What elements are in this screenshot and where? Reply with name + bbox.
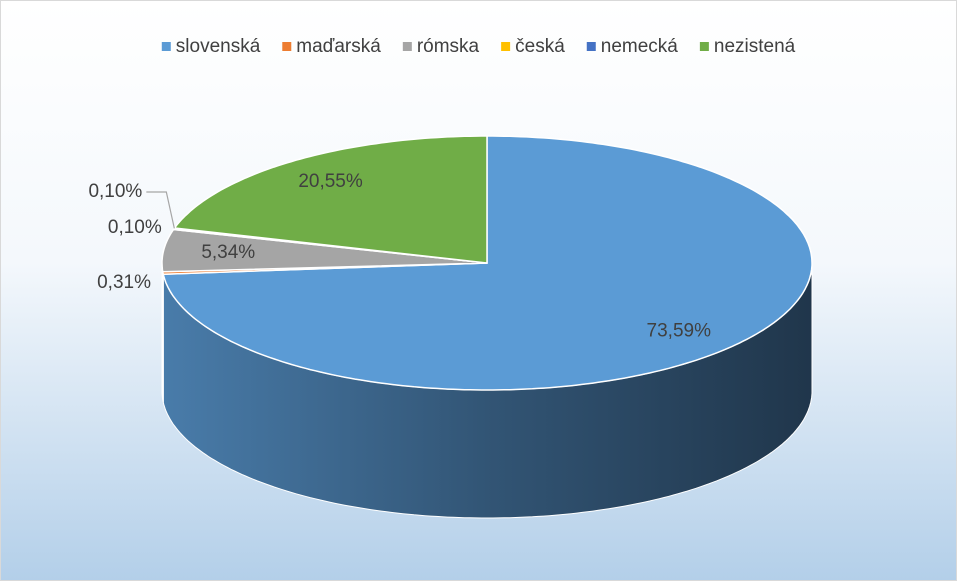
legend-label: slovenská: [176, 36, 261, 57]
legend-label: nezistená: [714, 36, 796, 57]
data-label: 73,59%: [647, 321, 712, 342]
legend-swatch: [161, 42, 171, 51]
legend-swatch: [402, 42, 412, 51]
legend-swatch: [282, 42, 292, 51]
slice-side: [161, 263, 164, 400]
legend-swatch: [699, 42, 709, 51]
legend-label: rómska: [417, 36, 480, 57]
legend-label: nemecká: [601, 36, 679, 57]
leader-line: [146, 191, 175, 229]
data-label: 5,34%: [201, 242, 255, 263]
pie-slice: [161, 228, 488, 273]
data-label: 0,10%: [88, 181, 142, 202]
legend: slovenská maďarská rómska česká nemecká nezis…: [161, 36, 796, 57]
legend-swatch: [586, 42, 596, 51]
pie-tops: [161, 135, 813, 391]
legend-swatch: [501, 42, 511, 51]
legend-label: maďarská: [296, 36, 381, 57]
data-label: 0,31%: [97, 272, 151, 293]
data-label: 0,10%: [108, 217, 162, 238]
pie-slice: [173, 135, 488, 264]
data-label: 20,55%: [298, 171, 363, 192]
legend-label: česká: [515, 36, 565, 57]
data-labels: 73,59% 0,31% 5,34% 0,10% 0,10% 20,55%: [88, 171, 711, 342]
